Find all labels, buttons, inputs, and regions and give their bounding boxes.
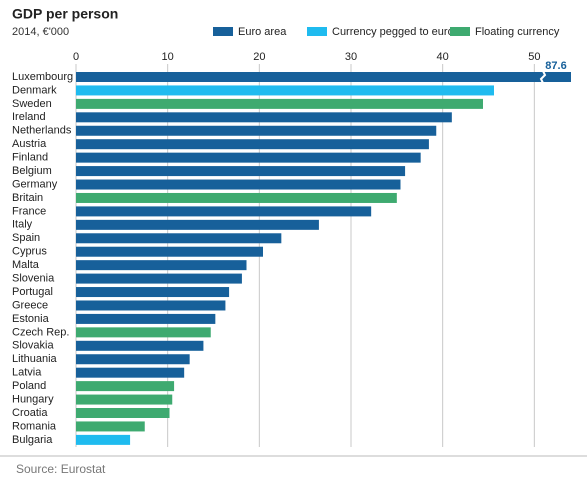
bar [76,394,173,405]
y-tick-label: Denmark [12,84,57,96]
value-label: 87.6 [545,60,566,72]
y-tick-label: France [12,205,46,217]
bar [76,354,190,365]
bar [76,85,494,96]
bar [76,381,175,392]
y-tick-label: Luxembourg [12,71,73,83]
y-tick-label: Spain [12,232,40,244]
bar [76,300,226,311]
y-tick-label: Italy [12,219,33,231]
x-tick-label: 0 [73,51,79,63]
bar [76,246,263,257]
bar [76,434,131,445]
bar [76,179,401,190]
y-tick-label: Bulgaria [12,434,53,446]
legend-swatch [307,27,327,36]
bar [76,125,437,136]
y-tick-label: Croatia [12,407,48,419]
y-tick-label: Slovakia [12,340,54,352]
axis-break [539,70,547,84]
bar [76,408,170,418]
x-tick-label: 30 [345,51,357,63]
bar [76,192,397,203]
y-tick-label: Sweden [12,98,52,110]
y-tick-label: Greece [12,299,48,311]
y-tick-label: Lithuania [12,353,58,365]
y-tick-label: Finland [12,152,48,164]
y-tick-label: Germany [12,178,58,190]
bar [76,233,282,244]
y-tick-label: Cyprus [12,246,47,258]
y-tick-label: Slovenia [12,273,55,285]
bar [76,421,145,432]
y-tick-label: Latvia [12,367,42,379]
bar [76,340,204,351]
y-tick-label: Ireland [12,111,46,123]
bar [76,98,483,109]
bar [76,273,242,284]
y-tick-label: Czech Rep. [12,326,69,338]
bar [76,139,429,150]
legend-label: Floating currency [475,26,560,38]
chart-title: GDP per person [12,6,118,22]
source: Source: Eurostat [16,462,106,476]
legend-label: Currency pegged to euro [332,26,454,38]
y-tick-label: Romania [12,420,57,432]
y-tick-label: Britain [12,192,43,204]
y-tick-label: Portugal [12,286,53,298]
bar [76,206,372,217]
x-tick-label: 10 [162,51,174,63]
y-tick-label: Malta [12,259,40,271]
y-tick-label: Poland [12,380,46,392]
bar [76,219,319,230]
y-tick-label: Netherlands [12,125,72,137]
x-tick-label: 20 [253,51,265,63]
legend-swatch [213,27,233,36]
legend-label: Euro area [238,26,287,38]
bar [76,287,230,298]
bar [76,112,452,123]
bar [76,327,211,338]
legend-swatch [450,27,470,36]
bar [76,367,185,378]
bar [76,313,216,324]
x-tick-label: 40 [437,51,449,63]
x-tick-label: 50 [528,51,540,63]
y-tick-label: Belgium [12,165,52,177]
chart-subtitle: 2014, €'000 [12,26,69,38]
y-tick-label: Austria [12,138,47,150]
bar [76,260,247,271]
y-tick-label: Estonia [12,313,50,325]
y-tick-label: Hungary [12,393,54,405]
bar [76,152,421,163]
bar [76,166,406,177]
bar [76,72,571,82]
